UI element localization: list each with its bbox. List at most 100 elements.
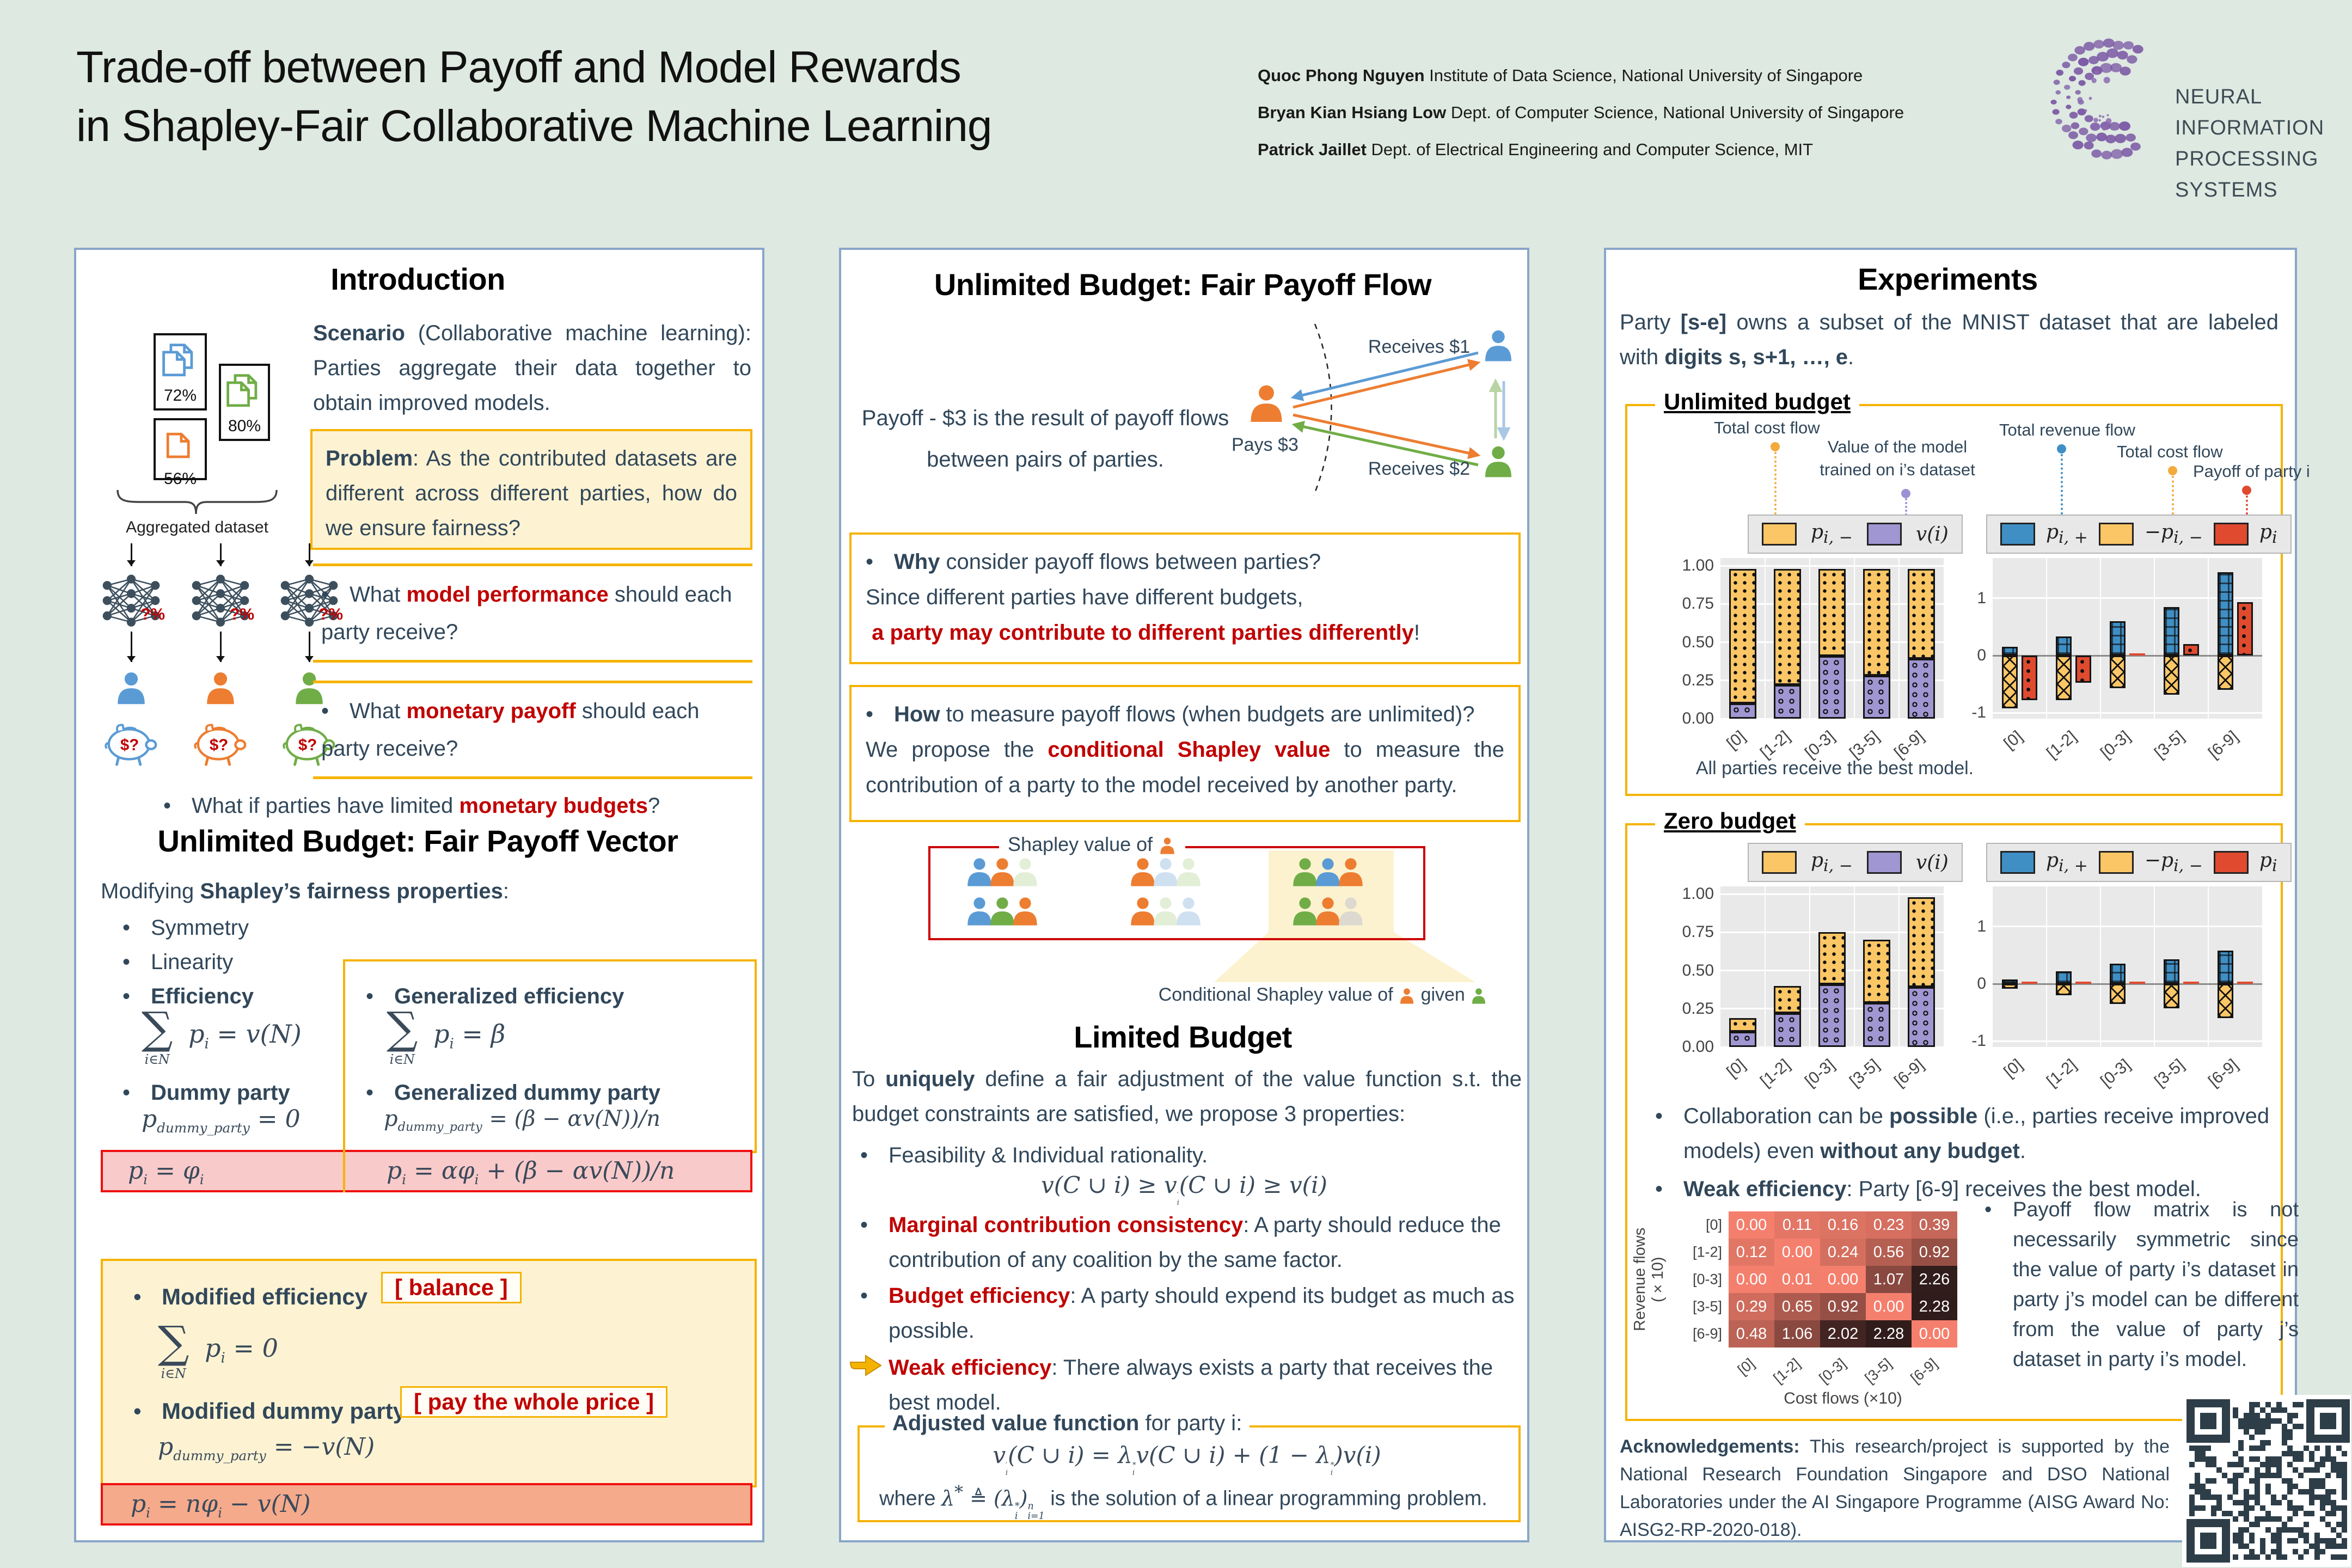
y-tick-label: 0.75 [1682, 595, 1714, 613]
bar-payoff [2075, 656, 2092, 683]
dashed-arc [1313, 323, 1332, 496]
heatmap-cell: 0.92 [1912, 1239, 1957, 1266]
pays-3-label: Pays $3 [1232, 434, 1298, 455]
v-gridline [2208, 558, 2209, 719]
gridline [1720, 893, 1944, 895]
title-line-2: in Shapley-Fair Collaborative Machine Le… [76, 101, 993, 151]
plot-area [1720, 558, 1944, 720]
piggy-bank-orange-icon: $? [192, 718, 250, 771]
why-text: • Why consider payoff flows between parti… [866, 550, 1420, 645]
divider [313, 660, 752, 663]
bar-cost [2217, 656, 2234, 690]
unknown-performance-label: ?% [230, 605, 254, 623]
v-gridline [1809, 558, 1810, 719]
experiments-heading: Experiments [1858, 262, 2038, 296]
neurips-logo-icon [2050, 38, 2143, 160]
v-gridline [1765, 558, 1766, 719]
chart-zero-stacked: 0.00 0.25 0.50 0.75 1.00 [0] [1-2] [0-3] [3-5] [6… [1682, 885, 1944, 1091]
bullet-generalized-efficiency: • Generalized efficiency [366, 984, 624, 1008]
bullet-marginal-consistency: • Marginal contribution consistency: A pa… [860, 1213, 1501, 1272]
zb-bullet-collaboration: • Collaboration can be possible (i.e., pa… [1655, 1104, 2270, 1163]
annotation-line-red [2246, 495, 2248, 514]
legend-label-neg-cost: −pi, − [2144, 849, 2203, 876]
heatmap-cell: 0.00 [1912, 1320, 1957, 1347]
heatmap-cell: 0.00 [1729, 1211, 1774, 1239]
qr-code[interactable] [2182, 1395, 2351, 1567]
y-tick-label: 1.00 [1682, 885, 1714, 903]
party-blue-icon [1481, 328, 1516, 363]
annotation-line-orange [1774, 452, 1777, 514]
y-tick-label: 1 [1977, 589, 1986, 607]
coalition-group [1289, 895, 1367, 927]
v-gridline [2046, 558, 2047, 719]
receives-1-label: Receives $1 [1368, 336, 1470, 357]
annotation-value-model: Value of the model trained on i’s datase… [1813, 436, 1982, 481]
flow-arrow-blue-to-orange [1290, 351, 1479, 401]
author-2-affil: Dept. of Computer Science, National Univ… [1446, 103, 1904, 122]
heatmap-row-label: [6-9] [1692, 1325, 1722, 1342]
bullet-feasibility: • Feasibility & Individual rationality. [860, 1143, 1208, 1167]
heatmap-cell: 0.29 [1729, 1293, 1774, 1320]
party-orange-icon [1246, 382, 1287, 424]
intro-heading: Introduction [330, 262, 505, 296]
bar-cost [2109, 984, 2126, 1004]
heatmap-cell: 2.02 [1820, 1320, 1866, 1347]
question-model-performance: • What model performance should each part… [321, 583, 732, 644]
conditional-shapley-text: Conditional Shapley value of [1158, 984, 1393, 1005]
flow-arrow-orange-to-green [1293, 413, 1481, 460]
bar-revenue [2163, 607, 2180, 656]
given-text: given [1420, 984, 1465, 1005]
legend-label-value: v(i) [1915, 851, 1949, 874]
svg-text:$?: $? [120, 736, 139, 754]
legend-swatch-orange [1762, 851, 1797, 874]
bar-payoff [2237, 602, 2253, 656]
heatmap-cell: 2.28 [1866, 1320, 1912, 1347]
divider [313, 681, 752, 683]
heatmap-cell: 2.26 [1912, 1266, 1957, 1293]
bar-segment-orange [1818, 932, 1846, 984]
y-tick-label: 0.50 [1682, 961, 1714, 979]
limited-intro-text: To uniquely define a fair adjustment of … [852, 1067, 1522, 1126]
bar-segment-purple [1729, 1031, 1757, 1047]
bar-cost [2055, 656, 2072, 701]
arrow-down-icon [216, 543, 225, 566]
formula-result-generalized: pi = αφi + (β − αv(N))/n [387, 1157, 675, 1187]
divider [343, 1150, 345, 1192]
bar-segment-orange [1729, 1018, 1757, 1032]
legend-label-payoff: pi [2259, 521, 2277, 548]
accuracy-80: 80% [228, 417, 261, 435]
author-2: Bryan Kian Hsiang Low Dept. of Computer … [1258, 94, 2036, 131]
heatmap-cell: 0.01 [1774, 1266, 1820, 1293]
annotation-total-revenue: Total revenue flow [1999, 420, 2135, 439]
bar-segment-purple [1907, 987, 1935, 1047]
how-text: • How to measure payoff flows (when budge… [866, 702, 1504, 797]
author-1: Quoc Phong Nguyen Institute of Data Scie… [1258, 57, 2036, 94]
bar-revenue [2055, 971, 2072, 984]
zero-line [1993, 654, 2262, 657]
bar-cost [2109, 656, 2126, 689]
arrow-down-icon [127, 543, 136, 566]
v-gridline [2046, 886, 2047, 1047]
annotation-line-blue [2061, 454, 2063, 514]
annotation-total-cost-flow: Total cost flow [1714, 418, 1820, 437]
v-gridline [1765, 886, 1766, 1047]
heatmap-cell: 2.28 [1912, 1293, 1957, 1320]
scenario-text: Scenario (Collaborative machine learning… [313, 321, 751, 415]
heatmap-row-label: [0-3] [1692, 1271, 1722, 1288]
logo-line-2: PROCESSING SYSTEMS [2175, 148, 2319, 201]
aggregated-dataset-label: Aggregated dataset [126, 518, 268, 536]
heatmap-row-label: [1-2] [1692, 1244, 1722, 1260]
pay-whole-price-chip: [ pay the whole price ] [400, 1386, 668, 1418]
v-gridline [1898, 886, 1900, 1047]
bar-revenue [2163, 959, 2180, 984]
formula-modified-dummy: pdummy_party = −v(N) [158, 1433, 375, 1463]
bar-segment-purple [1773, 685, 1802, 719]
bar-revenue [2109, 964, 2126, 984]
heatmap-cell: 0.65 [1774, 1293, 1820, 1320]
heatmap-ylabel: Revenue flows (×10) [1631, 1227, 1667, 1332]
bullet-symmetry: • Symmetry [122, 916, 249, 940]
bullet-efficiency: • Efficiency [122, 984, 254, 1008]
gridline [1720, 718, 1944, 720]
annotation-line-orange-2 [2172, 476, 2174, 514]
